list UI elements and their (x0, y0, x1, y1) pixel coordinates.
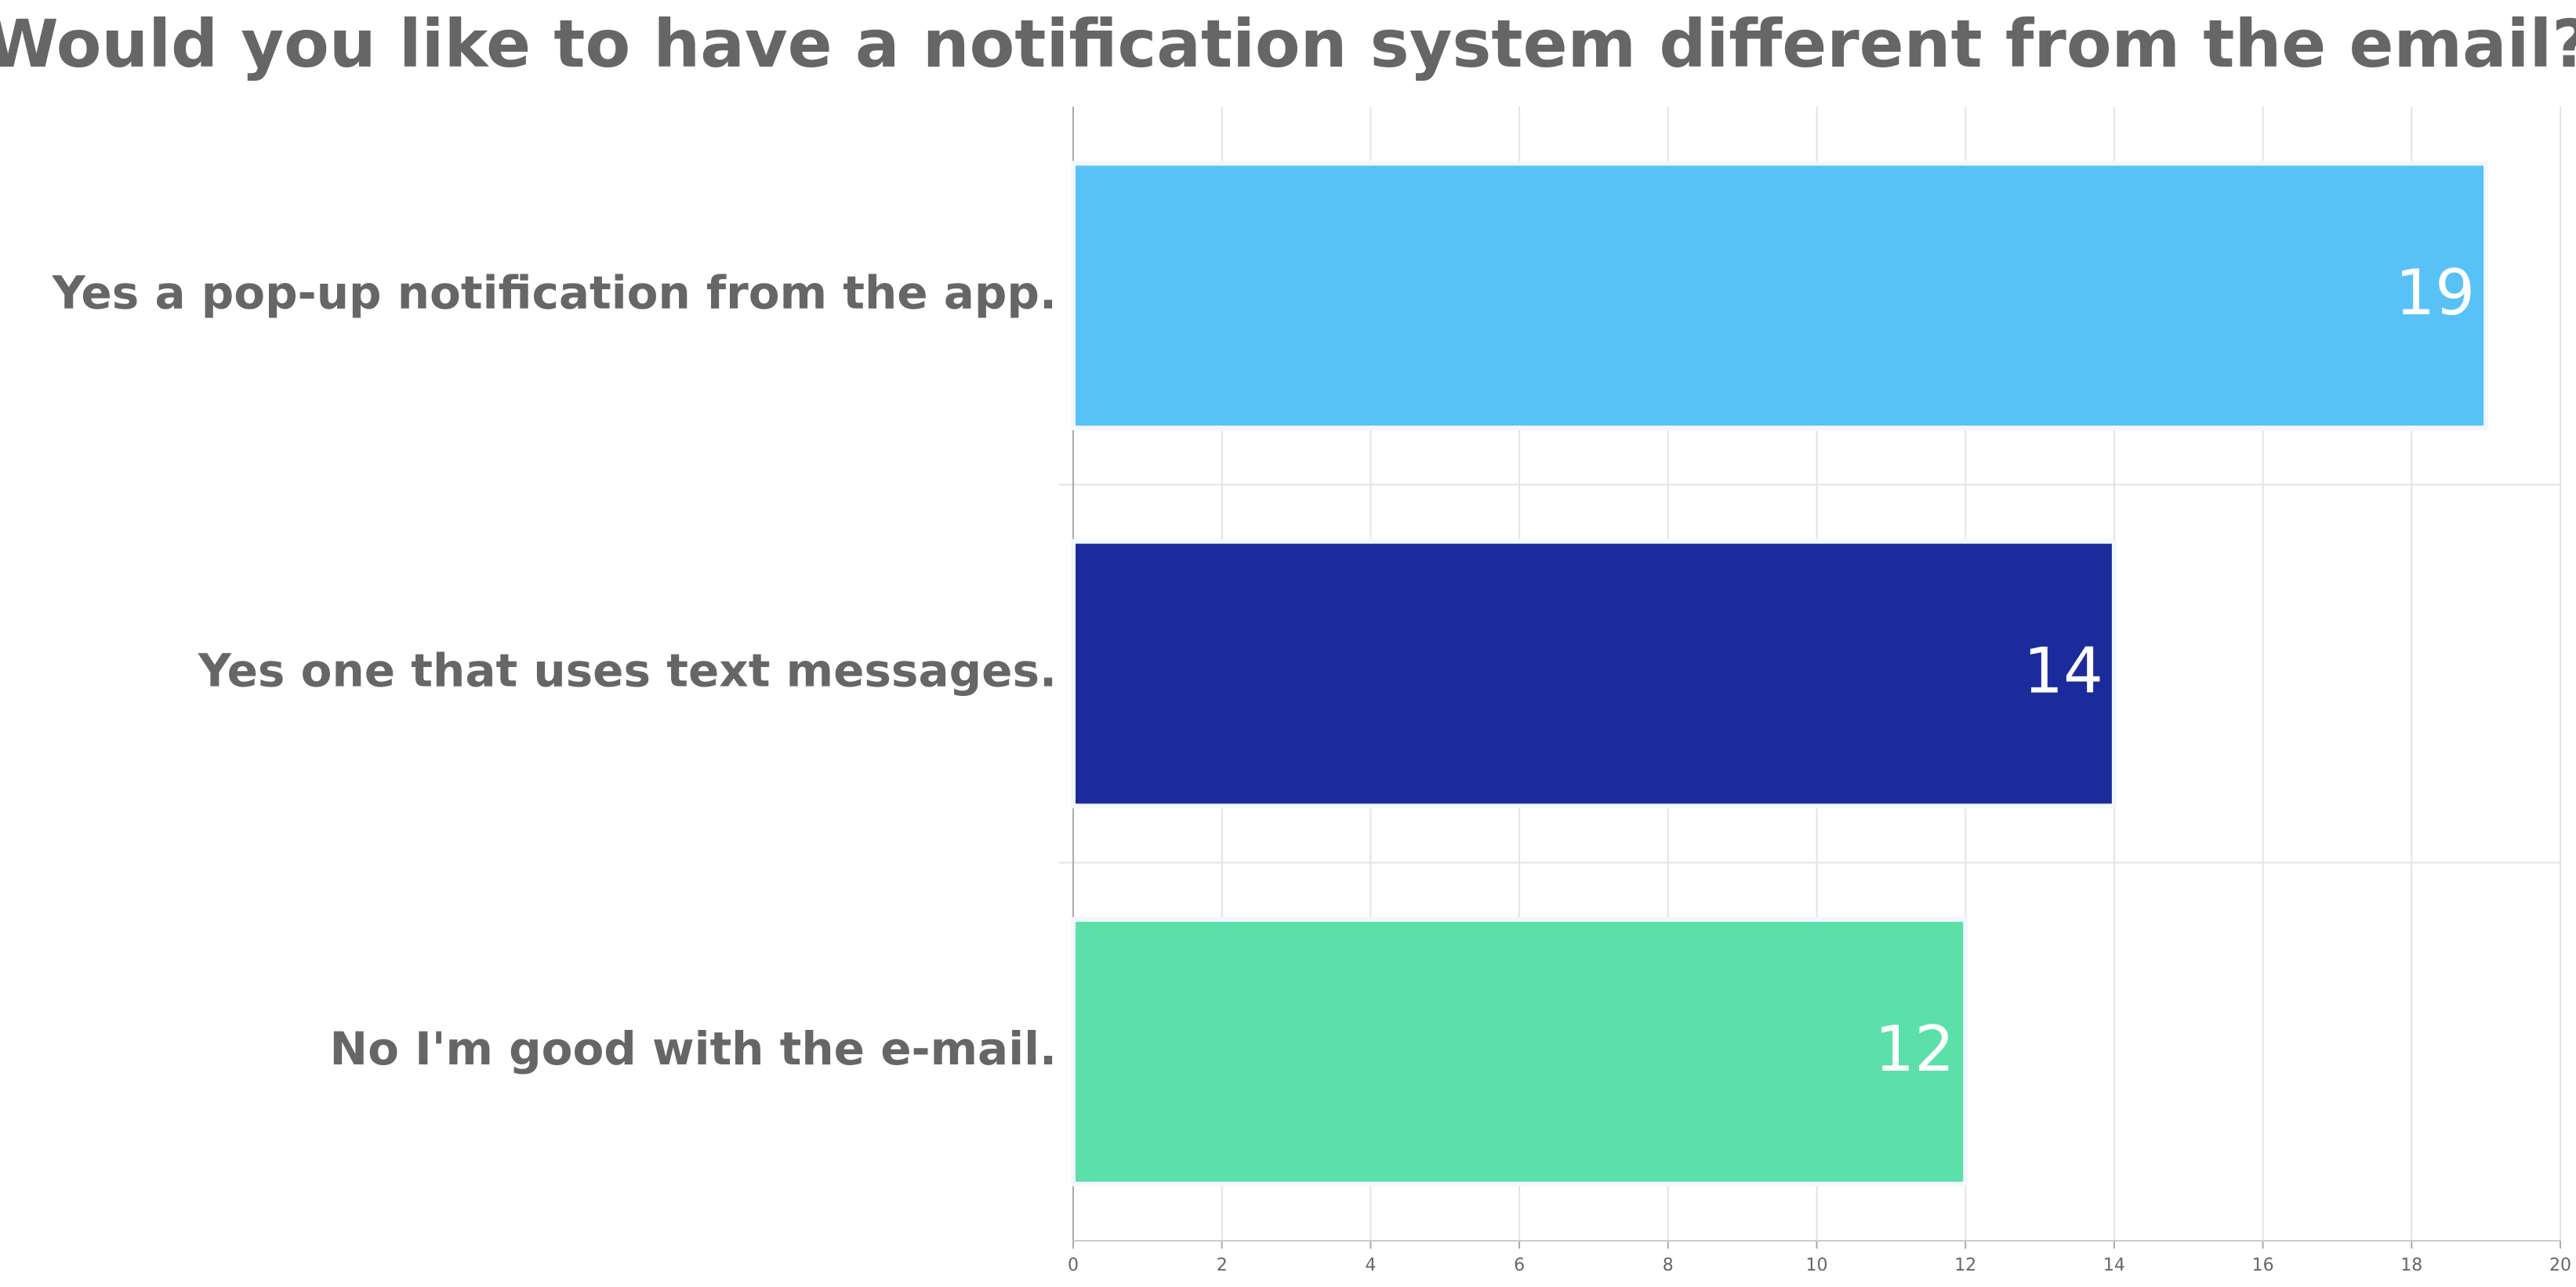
value-label: 12 (1874, 1013, 1954, 1086)
bar (1071, 161, 2489, 430)
value-label: 14 (2023, 634, 2103, 707)
x-tick-label: 10 (1806, 1256, 1828, 1275)
value-label: 19 (2395, 256, 2475, 329)
chart-title: Would you like to have a notification sy… (0, 5, 2576, 82)
x-tick-label: 14 (2103, 1256, 2125, 1275)
bar (1071, 538, 2117, 809)
x-tick-label: 18 (2400, 1256, 2422, 1275)
x-tick-label: 0 (1068, 1256, 1079, 1275)
category-label: No I'm good with the e-mail. (330, 1022, 1057, 1075)
x-tick-label: 16 (2252, 1256, 2274, 1275)
x-tick-label: 12 (1954, 1256, 1976, 1275)
bar (1071, 917, 1968, 1187)
x-tick-label: 4 (1365, 1256, 1376, 1275)
x-tick-label: 8 (1663, 1256, 1674, 1275)
x-tick-label: 20 (2549, 1256, 2571, 1275)
category-label: Yes one that uses text messages. (198, 644, 1057, 698)
x-tick-label: 6 (1514, 1256, 1525, 1275)
category-label: Yes a pop-up notification from the app. (52, 266, 1057, 319)
x-tick-label: 2 (1217, 1256, 1228, 1275)
